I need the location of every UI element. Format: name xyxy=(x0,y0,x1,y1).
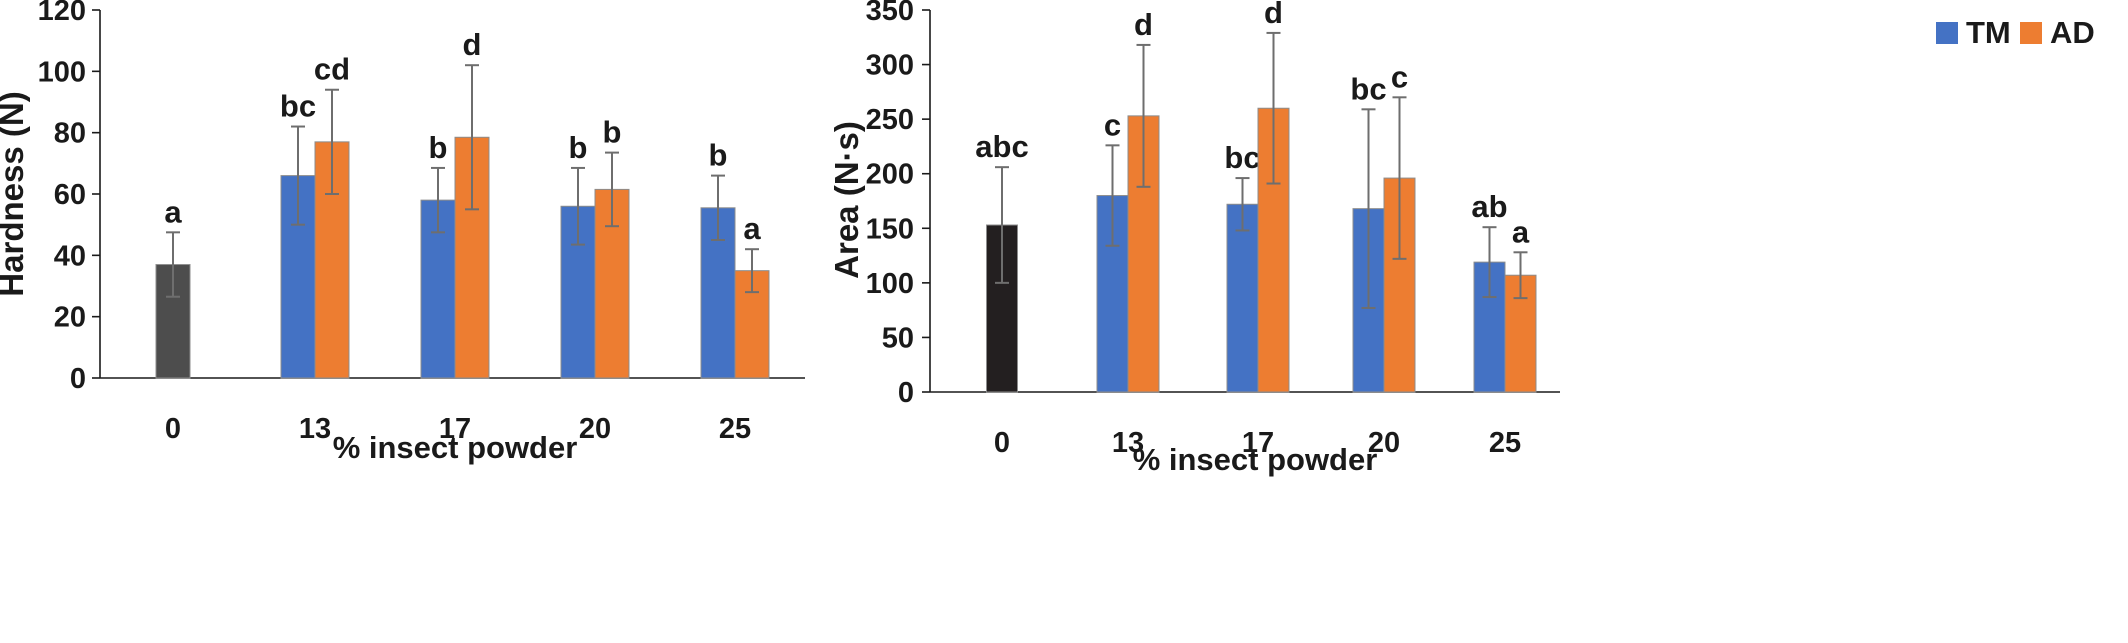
tm-bar xyxy=(1226,203,1259,393)
y-tick-label: 120 xyxy=(38,0,86,27)
y-tick-label: 100 xyxy=(866,268,914,300)
x-tick-label: 0 xyxy=(994,427,1010,459)
y-tick-label: 80 xyxy=(54,118,86,150)
y-tick-label: 150 xyxy=(866,213,914,245)
ad-significance-label: a xyxy=(1512,214,1530,249)
y-tick-label: 0 xyxy=(70,363,86,395)
y-tick-label: 350 xyxy=(866,0,914,27)
area-chart: 0 50 100 150 200 250 300 350 0 13 17 20 25 % insect p… xyxy=(828,0,2095,477)
legend-swatch-tm xyxy=(1936,22,1958,44)
tm-significance-label: bc xyxy=(280,89,316,124)
x-tick-label: 20 xyxy=(1368,427,1400,459)
y-tick-label: 300 xyxy=(866,50,914,82)
y-tick-label: 250 xyxy=(866,104,914,136)
legend-label-tm: TM xyxy=(1966,15,2011,50)
tm-significance-label: b xyxy=(429,130,448,165)
ad-significance-label: b xyxy=(603,115,622,150)
legend-swatch-ad xyxy=(2020,22,2042,44)
y-tick-label: 200 xyxy=(866,159,914,191)
x-tick-label: 13 xyxy=(299,413,331,445)
y-axis-title: Hardness (N) xyxy=(0,91,30,296)
x-tick-label: 25 xyxy=(1489,427,1521,459)
x-tick-label: 0 xyxy=(165,413,181,445)
x-tick-label: 17 xyxy=(439,413,471,445)
y-tick-label: 60 xyxy=(54,179,86,211)
legend-label-ad: AD xyxy=(2050,15,2095,50)
control-significance-label: abc xyxy=(975,129,1028,164)
tm-bar xyxy=(1096,195,1129,393)
ad-significance-label: d xyxy=(1134,7,1153,42)
y-tick-label: 40 xyxy=(54,240,86,272)
ad-significance-label: c xyxy=(1391,59,1408,94)
x-tick-label: 13 xyxy=(1112,427,1144,459)
y-tick-label: 50 xyxy=(882,322,914,354)
hardness-chart: 0 20 40 60 80 100 120 0 13 17 20 25 % insect powder H… xyxy=(0,0,805,465)
x-tick-label: 25 xyxy=(719,413,751,445)
x-tick-label: 20 xyxy=(579,413,611,445)
tm-significance-label: bc xyxy=(1350,71,1386,106)
tm-significance-label: ab xyxy=(1471,189,1507,224)
ad-significance-label: a xyxy=(743,211,761,246)
tm-significance-label: c xyxy=(1104,107,1121,142)
y-tick-label: 100 xyxy=(38,56,86,88)
ad-significance-label: d xyxy=(463,27,482,62)
x-tick-label: 17 xyxy=(1242,427,1274,459)
tm-significance-label: b xyxy=(569,130,588,165)
x-axis-title: % insect powder xyxy=(333,430,578,465)
ad-significance-label: cd xyxy=(314,52,350,87)
y-tick-label: 0 xyxy=(898,377,914,409)
y-tick-label: 20 xyxy=(54,302,86,334)
ad-significance-label: d xyxy=(1264,0,1283,30)
x-axis-title: % insect powder xyxy=(1133,442,1378,477)
control-significance-label: a xyxy=(164,194,182,229)
y-axis-title: Area (N·s) xyxy=(828,121,865,279)
tm-significance-label: bc xyxy=(1224,140,1260,175)
tm-significance-label: b xyxy=(709,138,728,173)
